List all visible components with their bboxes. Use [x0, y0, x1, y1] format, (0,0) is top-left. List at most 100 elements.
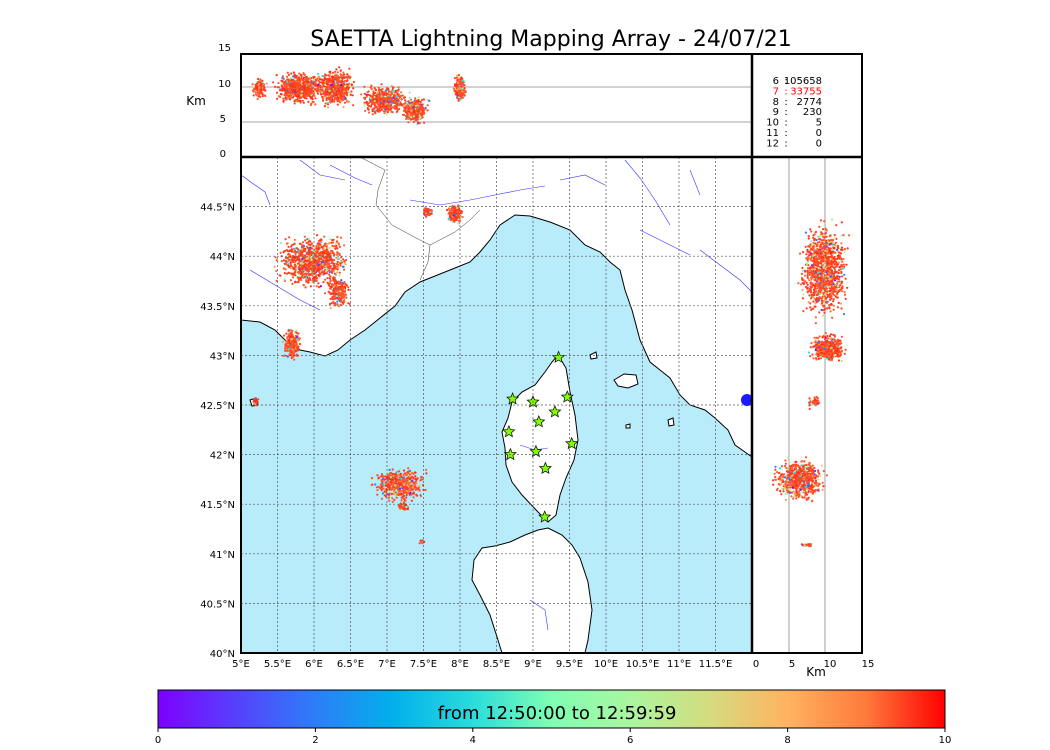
lma-station-marker	[532, 414, 546, 428]
longitude-tick-label: 8°E	[451, 659, 469, 670]
top-cluster-3	[360, 83, 411, 116]
longitude-tick-label: 6°E	[305, 659, 323, 670]
latitude-tick-label: 44°N	[210, 252, 235, 263]
latitude-tick-label: 43°N	[210, 351, 235, 362]
elba-island	[613, 373, 639, 389]
longitude-tick-label: 6.5°E	[337, 659, 364, 670]
lma-station-marker	[529, 444, 543, 458]
top-y-axis-label: Km	[186, 94, 206, 108]
stats-row-value: 0	[816, 138, 822, 149]
top-y-tick-0: 0	[220, 149, 226, 160]
stats-row-value: 105658	[784, 76, 822, 87]
latitude-tick-label: 43.5°N	[200, 302, 235, 313]
storm-cell-sea-west	[418, 539, 426, 545]
top-cluster-6	[251, 77, 268, 101]
right-cluster-north	[797, 218, 851, 325]
longitude-tick-label: 8.5°E	[483, 659, 510, 670]
map-longitude-ticks: 5°E 5.5°E 6°E 6.5°E 7°E 7.5°E 8°E 8.5°E 9°E 9.5°E…	[232, 659, 732, 670]
lma-station-marker	[506, 392, 520, 405]
top-y-tick-15: 15	[218, 43, 231, 54]
storm-cell-coast	[252, 397, 260, 407]
corsica-island	[501, 354, 579, 523]
mainland-land	[241, 157, 752, 458]
top-cluster-5	[452, 73, 467, 102]
stats-row-colon: :	[784, 97, 787, 108]
stats-row-value: 0	[816, 128, 822, 139]
latitude-tick-label: 44.5°N	[200, 203, 235, 214]
colorbar-tick-label: 2	[312, 735, 318, 746]
lma-station-marker	[502, 424, 516, 438]
right-x-axis-label: Km	[806, 665, 826, 679]
lma-station-marker	[538, 510, 552, 523]
longitude-tick-label: 5°E	[232, 659, 250, 670]
stats-row-colon: :	[784, 118, 787, 129]
top-y-tick-10: 10	[218, 79, 231, 90]
right-x-tick-5: 5	[789, 659, 795, 670]
latitude-tick-label: 41°N	[210, 550, 235, 561]
storm-cell-sea-west	[397, 502, 410, 511]
colorbar-tick-label: 10	[939, 735, 952, 746]
sardinia-island	[471, 527, 593, 653]
river	[241, 159, 752, 311]
stats-row-label: 9	[773, 107, 779, 118]
stats-row-label: 11	[766, 128, 779, 139]
latitude-tick-label: 40°N	[210, 649, 235, 660]
lma-station-marker	[538, 461, 552, 475]
right-cluster-south	[771, 456, 829, 503]
colorbar-tick-label: 6	[627, 735, 633, 746]
stats-row-colon: :	[784, 76, 787, 87]
latitude-tick-label: 40.5°N	[200, 599, 235, 610]
storm-cell-toulon	[281, 329, 302, 361]
top-cluster-1	[272, 71, 326, 107]
figure-title: SAETTA Lightning Mapping Array - 24/07/2…	[310, 27, 791, 52]
altitude-lon-panel	[241, 54, 752, 157]
stats-row-colon: :	[784, 128, 787, 139]
stats-row-label: 8	[773, 97, 779, 108]
stats-row-value: 230	[803, 107, 822, 118]
country-border	[359, 157, 431, 281]
right-cluster-small	[808, 396, 821, 411]
storm-cell-alps	[423, 207, 433, 218]
longitude-tick-label: 5.5°E	[264, 659, 291, 670]
longitude-tick-label: 10°E	[594, 659, 618, 670]
longitude-tick-label: 11.5°E	[699, 659, 733, 670]
small-island	[667, 417, 675, 427]
stats-row-label: 6	[773, 76, 779, 87]
map-latitude-ticks: 44.5°N 44°N 43.5°N 43°N 42.5°N 42°N 41.5°N 41°N…	[200, 203, 235, 660]
stats-row-colon: :	[784, 86, 787, 97]
top-cluster-2	[316, 66, 355, 109]
lma-station-marker	[503, 447, 517, 461]
longitude-tick-label: 7°E	[378, 659, 396, 670]
right-cluster-tail	[800, 542, 813, 548]
altitude-lat-lightning-sources	[771, 218, 851, 548]
right-x-tick-0: 0	[753, 659, 759, 670]
map-lightning-sources	[252, 204, 464, 545]
longitude-tick-label: 7.5°E	[410, 659, 437, 670]
lma-station-marker	[548, 404, 562, 418]
colorbar-tick-label: 8	[784, 735, 790, 746]
colorbar-gradient	[157, 689, 946, 729]
altitude-lat-panel	[752, 157, 862, 653]
stats-row-value: 5	[816, 118, 822, 129]
longitude-tick-label: 9°E	[524, 659, 542, 670]
right-x-tick-15: 15	[862, 659, 875, 670]
edge-marker	[741, 394, 753, 406]
stats-row-label: 12	[766, 138, 779, 149]
colorbar: from 12:50:00 to 12:59:59 0 2 4 6 8 10	[155, 689, 952, 746]
small-island	[625, 423, 631, 429]
latitude-tick-label: 42°N	[210, 451, 235, 462]
latitude-tick-label: 42.5°N	[200, 401, 235, 412]
longitude-tick-label: 11°E	[667, 659, 691, 670]
storm-cell-provence	[324, 276, 351, 310]
right-x-tick-10: 10	[824, 659, 837, 670]
stats-row-value: 2774	[797, 97, 822, 108]
latitude-tick-label: 41.5°N	[200, 500, 235, 511]
colorbar-tick-label: 4	[470, 735, 476, 746]
storm-cell-alps	[446, 204, 464, 225]
storm-cell-provence	[273, 234, 348, 290]
longitude-tick-label: 9.5°E	[556, 659, 583, 670]
lma-station-marker	[565, 436, 579, 450]
altitude-lon-lightning-sources	[251, 66, 467, 126]
